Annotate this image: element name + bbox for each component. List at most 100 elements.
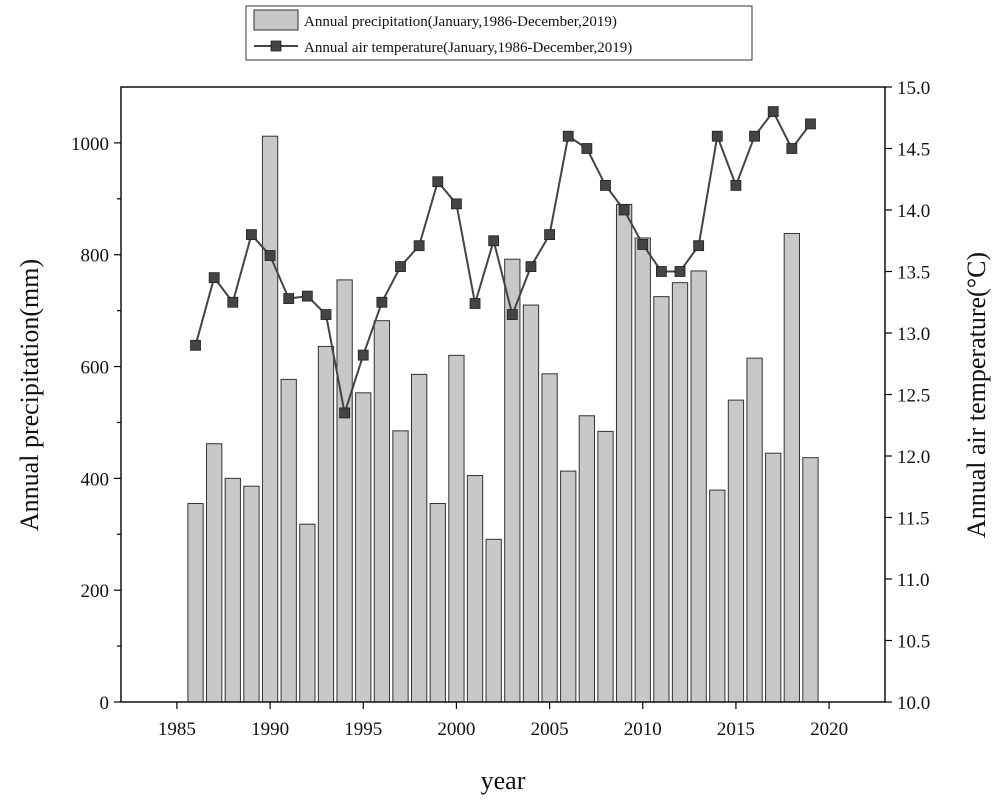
y2-axis-title: Annual air temperature(°C) <box>962 252 991 538</box>
temperature-point-2006 <box>562 130 574 142</box>
precipitation-bar-2006 <box>560 470 577 703</box>
y2-tick-label-10.0: 10.0 <box>897 693 930 714</box>
x-tick-label-2000: 2000 <box>437 719 475 740</box>
legend-box <box>245 5 753 61</box>
precipitation-bar-1998 <box>411 373 428 703</box>
temperature-point-2014 <box>711 130 723 142</box>
precipitation-bar-1987 <box>206 443 223 703</box>
legend-precipitation-label: Annual precipitation(January,1986-Decemb… <box>304 14 617 30</box>
legend-temperature-label: Annual air temperature(January,1986-Dece… <box>304 40 632 56</box>
precipitation-bar-2017 <box>765 452 782 703</box>
temperature-point-1991 <box>283 293 295 304</box>
y2-tick-label-12.0: 12.0 <box>897 447 930 468</box>
temperature-point-1989 <box>246 229 257 241</box>
y-tick-label-400: 400 <box>81 469 110 490</box>
y-axis-title: Annual precipitation(mm) <box>15 259 44 531</box>
temperature-line-layer <box>190 106 816 419</box>
precipitation-bar-1990 <box>261 135 279 703</box>
precipitation-bar-2018 <box>783 232 800 703</box>
x-tick-label-1985: 1985 <box>158 719 196 740</box>
temperature-point-1986 <box>190 339 201 351</box>
precipitation-bar-2007 <box>578 415 595 703</box>
temperature-point-1994 <box>339 407 351 419</box>
y2-tick-label-13.0: 13.0 <box>897 324 930 345</box>
temperature-point-1992 <box>301 290 313 302</box>
temperature-point-1988 <box>227 296 239 308</box>
temperature-point-2010 <box>637 239 649 250</box>
y-tick-label-0: 0 <box>100 693 110 714</box>
temperature-point-2009 <box>618 204 630 216</box>
precipitation-bar-1997 <box>392 430 409 703</box>
y-tick-label-200: 200 <box>81 581 110 602</box>
y2-tick-label-13.5: 13.5 <box>897 263 930 284</box>
temperature-point-2011 <box>655 266 667 277</box>
precipitation-bar-2015 <box>727 399 745 703</box>
temperature-point-2000 <box>451 198 462 210</box>
precipitation-bar-2004 <box>522 304 540 703</box>
precipitation-bar-2011 <box>653 296 670 703</box>
y2-tick-label-12.5: 12.5 <box>897 386 930 407</box>
x-tick-label-2010: 2010 <box>624 719 662 740</box>
y2-axis-ticks: 10.0 10.5 11.0 11.5 12.0 12.5 13.0 13.5 14.0 14.5… <box>885 78 930 714</box>
precipitation-bar-2013 <box>690 270 707 703</box>
x-axis-ticks: 1985 1990 1995 2000 2005 2010 2015 2020 <box>158 702 848 740</box>
temperature-point-2004 <box>525 261 537 272</box>
precipitation-bar-1992 <box>299 523 316 703</box>
x-tick-label-2020: 2020 <box>810 719 848 740</box>
temperature-series-line <box>194 109 812 414</box>
temperature-point-1990 <box>264 250 276 261</box>
temperature-point-2016 <box>749 130 760 142</box>
precipitation-bar-2001 <box>466 475 484 703</box>
y2-tick-label-10.5: 10.5 <box>897 632 930 653</box>
x-tick-label-2015: 2015 <box>717 719 755 740</box>
x-tick-label-1995: 1995 <box>344 719 382 740</box>
precipitation-bar-2016 <box>746 357 763 703</box>
temperature-point-2007 <box>581 143 593 154</box>
legend-precipitation-swatch <box>253 9 299 31</box>
temperature-point-2003 <box>506 309 518 320</box>
temperature-point-2008 <box>600 179 611 191</box>
precipitation-bar-1995 <box>355 392 372 703</box>
y-tick-label-1000: 1000 <box>71 134 109 155</box>
precipitation-bar-1986 <box>187 503 204 703</box>
precipitation-bar-2003 <box>504 258 521 703</box>
temperature-point-1997 <box>395 261 406 272</box>
y2-tick-label-14.5: 14.5 <box>897 140 930 161</box>
precipitation-bar-2002 <box>485 538 502 703</box>
y-tick-label-600: 600 <box>81 358 110 379</box>
x-axis-title: year <box>481 766 526 795</box>
x-tick-label-1990: 1990 <box>251 719 289 740</box>
temperature-point-1995 <box>357 349 369 361</box>
temperature-point-2002 <box>488 235 500 247</box>
precipitation-bar-2010 <box>634 237 651 703</box>
temperature-point-2019 <box>805 118 816 130</box>
temperature-point-2017 <box>767 106 779 117</box>
legend-temperature-marker <box>270 40 282 52</box>
y2-tick-label-11.5: 11.5 <box>897 509 930 530</box>
y2-tick-label-14.0: 14.0 <box>897 201 930 222</box>
precipitation-bar-2005 <box>541 373 558 703</box>
temperature-point-2018 <box>786 143 798 154</box>
temperature-point-2012 <box>674 266 686 277</box>
temperature-point-2005 <box>544 229 555 241</box>
temperature-point-1987 <box>208 272 220 284</box>
precipitation-bar-2008 <box>597 430 614 703</box>
precipitation-bar-1988 <box>224 477 241 703</box>
precipitation-bar-2000 <box>448 354 465 703</box>
precipitation-bar-1999 <box>429 503 446 703</box>
temperature-point-1999 <box>432 176 444 188</box>
precipitation-bar-1991 <box>280 378 297 703</box>
temperature-point-2013 <box>693 240 705 252</box>
precipitation-bar-2019 <box>802 457 819 703</box>
temperature-point-1996 <box>376 296 388 308</box>
precipitation-bar-1996 <box>373 320 391 703</box>
precipitation-bar-1993 <box>317 345 335 703</box>
precipitation-bar-2012 <box>671 282 689 703</box>
precipitation-bar-1994 <box>336 279 353 703</box>
y-tick-label-800: 800 <box>81 246 110 267</box>
legend: Annual precipitation(January,1986-Decemb… <box>245 5 753 61</box>
precipitation-bar-1989 <box>243 485 260 703</box>
temperature-point-1993 <box>320 309 332 320</box>
temperature-point-1998 <box>413 240 425 252</box>
